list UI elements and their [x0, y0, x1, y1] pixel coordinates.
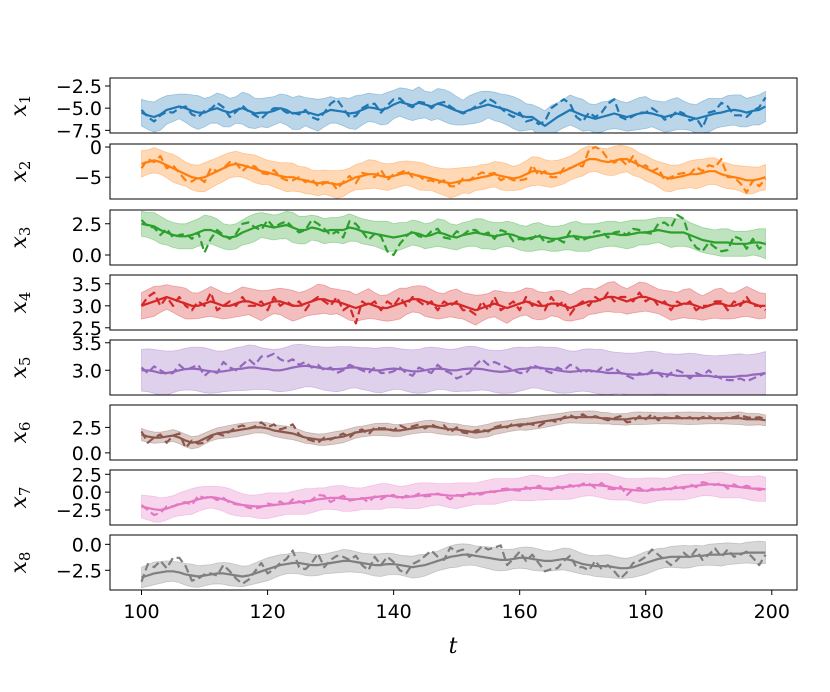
subplot-x5: 3.5 3.0 x5 [7, 333, 798, 396]
y-tick-label: −5.0 [56, 98, 102, 120]
y-tick-label: 3.5 [72, 333, 102, 355]
y-tick-label: 0.0 [72, 534, 102, 556]
y-tick-label: 2.5 [72, 464, 102, 486]
y-tick-label: −2.5 [56, 560, 102, 582]
y-axis-label-x1: x1 [7, 95, 34, 117]
y-tick-label: 0 [90, 137, 102, 159]
x-tick-label: 120 [249, 601, 285, 623]
subplot-plot-area [140, 281, 767, 326]
subplot-plot-area [140, 144, 767, 199]
y-tick-label: 3.0 [72, 360, 102, 382]
y-axis-label-x7: x7 [7, 487, 34, 509]
x-tick-label: 140 [375, 601, 411, 623]
x-tick-label: 200 [754, 601, 790, 623]
truth-line-x4 [140, 291, 767, 325]
subplot-stack: −2.5−5.0−7.5x10−5x22.50.0x33.53.02.5x43.… [7, 76, 798, 591]
truth-line-x2 [140, 145, 767, 194]
truth-line-x3 [140, 213, 767, 257]
subplot-frame [109, 143, 798, 200]
subplot-x2: 0 −5 x2 [7, 137, 798, 200]
subplot-frame [109, 274, 798, 331]
subplot-frame [109, 469, 798, 526]
y-tick-label: 2.5 [72, 214, 102, 236]
y-tick-label: 2.5 [72, 417, 102, 439]
y-axis-label-x2: x2 [7, 161, 34, 183]
subplot-frame [109, 404, 798, 461]
subplot-x1: −2.5−5.0−7.5 x1 [7, 76, 798, 142]
y-axis-label-x8: x8 [7, 552, 34, 574]
subplot-frame [109, 209, 798, 266]
uncertainty-band-x7 [141, 471, 766, 523]
x-tick-label: 180 [628, 601, 664, 623]
y-axis-label-x3: x3 [7, 227, 34, 249]
x-axis: 100 120 140 160 180 200 [123, 590, 790, 623]
subplot-frame [109, 534, 798, 591]
y-axis-label-x4: x4 [7, 292, 34, 314]
y-tick-label: 3.0 [72, 296, 102, 318]
subplot-x4: 3.53.02.5 x4 [7, 274, 798, 340]
subplot-x7: 2.50.0−2.5 x7 [7, 464, 798, 526]
y-tick-label: −5 [74, 167, 102, 189]
x-tick-label: 100 [123, 601, 159, 623]
subplot-plot-area [140, 471, 766, 523]
subplot-plot-area [140, 540, 767, 589]
uncertainty-band-x2 [141, 144, 766, 199]
subplot-plot-area [140, 343, 766, 395]
truth-line-x1 [140, 96, 767, 129]
subplot-plot-area [140, 410, 766, 450]
subplot-x3: 2.5 0.0 x3 [7, 209, 798, 267]
truth-line-x5 [140, 352, 766, 383]
subplot-frame [109, 339, 798, 396]
y-tick-label: 2.5 [72, 318, 102, 340]
y-tick-label: −2.5 [56, 76, 102, 98]
x-axis-label: t [449, 634, 458, 659]
y-tick-label: 3.5 [72, 274, 102, 296]
mean-line-x5 [141, 364, 766, 378]
subplot-plot-area [140, 210, 767, 260]
y-tick-label: 0.0 [72, 482, 102, 504]
mean-line-x3 [141, 222, 766, 245]
y-axis-label-x6: x6 [7, 422, 34, 444]
uncertainty-band-x8 [141, 540, 766, 589]
truth-line-x6 [140, 413, 766, 449]
y-tick-label: 0.0 [72, 245, 102, 267]
y-tick-label: 0.0 [72, 443, 102, 465]
y-tick-label: −2.5 [56, 500, 102, 522]
subplot-x6: 2.5 0.0 x6 [7, 404, 798, 465]
y-axis-label-x5: x5 [7, 357, 34, 379]
x-tick-label: 160 [502, 601, 538, 623]
subplot-x8: 0.0 −2.5 x8 [7, 534, 798, 591]
truth-line-x8 [140, 544, 767, 585]
subplot-plot-area [140, 86, 767, 133]
y-tick-label: −7.5 [56, 120, 102, 142]
truth-line-x7 [140, 481, 766, 517]
subplot-frame [109, 77, 798, 134]
